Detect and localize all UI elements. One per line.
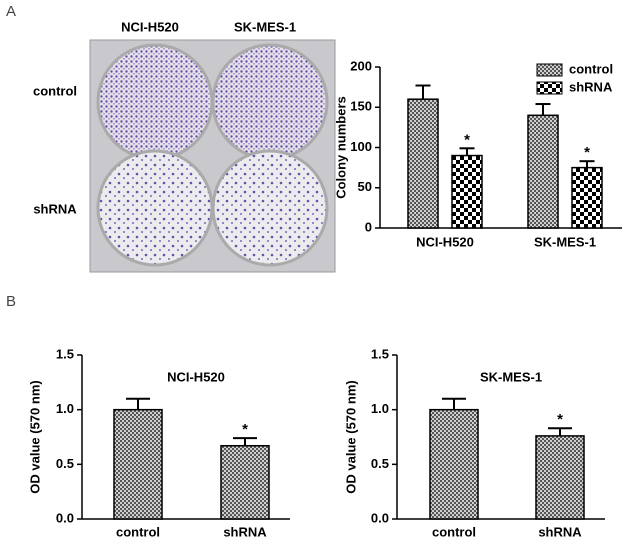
- y-tick-label: 1.5: [56, 346, 74, 361]
- y-tick-label: 50: [358, 179, 372, 194]
- legend-swatch: [536, 63, 563, 77]
- y-tick-label: 0.5: [56, 456, 74, 471]
- legend-swatch: [536, 81, 563, 95]
- y-tick-label: 0: [365, 219, 372, 234]
- significance-mark: *: [557, 411, 563, 428]
- y-tick-label: 200: [350, 58, 372, 73]
- x-tick-label: shRNA: [538, 524, 582, 539]
- y-tick-label: 150: [350, 99, 372, 114]
- x-tick-label: shRNA: [223, 524, 267, 539]
- y-tick-label: 1.0: [371, 401, 389, 416]
- plate-row-label: control: [33, 83, 77, 98]
- bar: [113, 408, 163, 520]
- chart-title: NCI-H520: [167, 369, 225, 384]
- chart-title: SK-MES-1: [480, 369, 542, 384]
- plate-column-label: SK-MES-1: [234, 19, 296, 34]
- bar: [220, 444, 270, 520]
- panel-label: B: [6, 293, 16, 310]
- bar: [429, 408, 479, 520]
- y-tick-label: 0.0: [56, 510, 74, 525]
- significance-mark: *: [464, 131, 470, 148]
- legend-label: shRNA: [569, 79, 613, 94]
- bar: [535, 435, 585, 520]
- y-axis-label: OD value (570 nm): [27, 380, 42, 493]
- y-tick-label: 1.0: [56, 401, 74, 416]
- y-axis-label: OD value (570 nm): [343, 380, 358, 493]
- x-tick-label: SK-MES-1: [534, 234, 596, 249]
- significance-mark: *: [584, 144, 590, 161]
- plate-photo: [89, 39, 336, 273]
- y-axis-label: Colony numbers: [333, 96, 348, 199]
- y-tick-label: 100: [350, 139, 372, 154]
- y-tick-label: 0.0: [371, 510, 389, 525]
- legend-label: control: [569, 61, 613, 76]
- panel-label: A: [6, 3, 16, 20]
- plate-row-label: shRNA: [33, 201, 77, 216]
- bar: [527, 114, 559, 229]
- x-tick-label: control: [116, 524, 160, 539]
- bar: [571, 166, 603, 229]
- bar: [451, 154, 483, 229]
- bar: [407, 98, 439, 229]
- x-tick-label: NCI-H520: [416, 234, 474, 249]
- y-tick-label: 1.5: [371, 346, 389, 361]
- plate-column-label: NCI-H520: [121, 19, 179, 34]
- significance-mark: *: [242, 421, 248, 438]
- x-tick-label: control: [432, 524, 476, 539]
- y-tick-label: 0.5: [371, 456, 389, 471]
